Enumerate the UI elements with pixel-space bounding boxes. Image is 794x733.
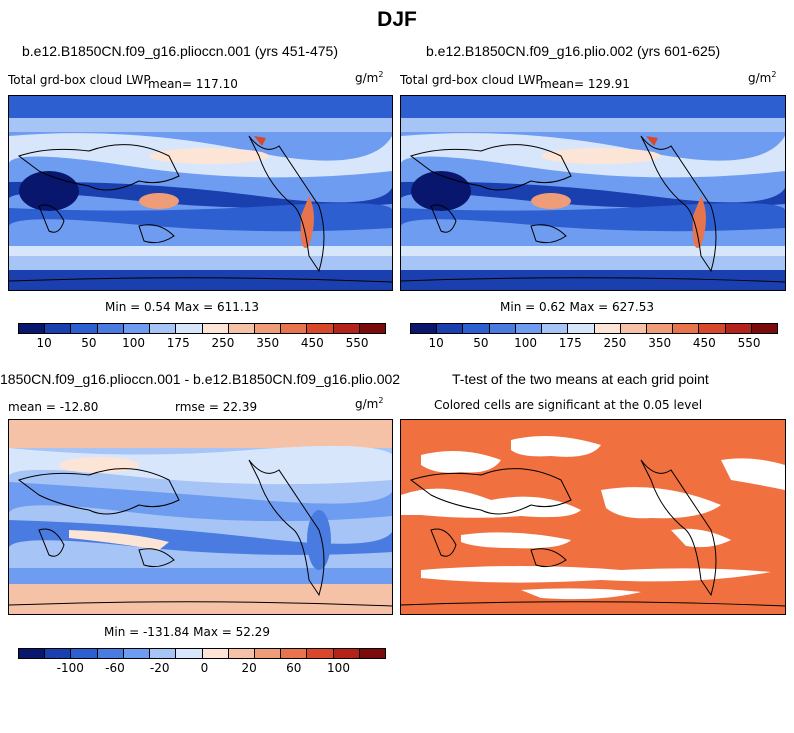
colorbar-tick-label: 550	[345, 336, 369, 350]
colorbar-top-right	[410, 323, 778, 334]
colorbar-tick-label: 250	[603, 336, 627, 350]
colorbar-tick-label: 175	[166, 336, 190, 350]
colorbar-swatch	[411, 324, 438, 333]
colorbar-swatch	[359, 324, 386, 333]
colorbar-swatch	[515, 324, 543, 333]
colorbar-swatch	[228, 649, 255, 658]
colorbar-swatch	[568, 324, 595, 333]
colorbar-tick-label: -100	[56, 661, 84, 675]
colorbar-swatch	[150, 324, 177, 333]
units-top-left: g/m2	[355, 70, 384, 85]
colorbar-swatch	[437, 324, 464, 333]
colorbar-swatch	[646, 324, 674, 333]
field-label-top-right: Total grd-box cloud LWP	[400, 73, 543, 87]
colorbar-tick-label: 350	[256, 336, 280, 350]
colorbar-tick-label: 175	[558, 336, 582, 350]
colorbar-tick-label: 60	[286, 661, 302, 675]
colorbar-tick-label: 100	[327, 661, 350, 675]
colorbar-swatch	[176, 324, 203, 333]
colorbar-swatch	[281, 649, 308, 658]
colorbar-swatch	[254, 324, 282, 333]
map-panel-top-right	[400, 95, 786, 291]
colorbar-swatch	[45, 649, 72, 658]
colorbar-bottom-left	[18, 648, 386, 659]
mean-bottom-left: mean = -12.80	[8, 400, 99, 414]
map-panel-bottom-right	[400, 419, 786, 615]
colorbar-swatch	[123, 649, 151, 658]
significance-note: Colored cells are significant at the 0.0…	[434, 398, 703, 412]
colorbar-swatch	[542, 324, 569, 333]
colorbar-swatch	[254, 649, 282, 658]
colorbar-tick-label: 250	[211, 336, 235, 350]
units-top-right: g/m2	[748, 70, 777, 85]
units-bottom-left: g/m2	[355, 396, 384, 411]
colorbar-swatch	[673, 324, 700, 333]
colorbar-tick-label: -20	[149, 661, 170, 675]
map-panel-top-left	[8, 95, 393, 291]
colorbar-tick-label: 0	[200, 661, 209, 675]
colorbar-swatch	[97, 324, 124, 333]
mean-top-right: mean= 129.91	[540, 77, 630, 91]
case-title-top-left: b.e12.B1850CN.f09_g16.plioccn.001 (yrs 4…	[22, 43, 338, 59]
colorbar-tick-label: 350	[648, 336, 672, 350]
colorbar-swatch	[359, 649, 386, 658]
lwp-map-top-left	[9, 96, 392, 290]
lwp-map-top-right	[401, 96, 785, 290]
diff-map-bottom-left	[9, 420, 392, 614]
colorbar-swatch	[228, 324, 255, 333]
colorbar-swatch	[176, 649, 203, 658]
colorbar-swatch	[97, 649, 124, 658]
colorbar-top-left	[18, 323, 386, 334]
colorbar-tick-label: 100	[122, 336, 145, 350]
ttest-map-bottom-right	[401, 420, 785, 614]
colorbar-swatch	[333, 649, 360, 658]
colorbar-swatch	[202, 324, 229, 333]
colorbar-swatch	[620, 324, 647, 333]
colorbar-swatch	[725, 324, 752, 333]
colorbar-tick-label: 450	[692, 336, 716, 350]
colorbar-swatch	[463, 324, 490, 333]
colorbar-tick-label: 10	[36, 336, 52, 350]
colorbar-swatch	[307, 324, 334, 333]
colorbar-tick-label: 450	[300, 336, 324, 350]
colorbar-tick-label: 50	[81, 336, 97, 350]
colorbar-swatch	[71, 649, 98, 658]
colorbar-swatch	[594, 324, 621, 333]
colorbar-tick-label: -60	[105, 661, 125, 675]
colorbar-swatch	[699, 324, 726, 333]
field-label-top-left: Total grd-box cloud LWP	[8, 73, 151, 87]
case-title-top-right: b.e12.B1850CN.f09_g16.plio.002 (yrs 601-…	[426, 43, 721, 59]
colorbar-swatch	[150, 649, 177, 658]
colorbar-swatch	[45, 324, 72, 333]
case-title-bottom-right: T-test of the two means at each grid poi…	[452, 371, 709, 387]
colorbar-swatch	[333, 324, 360, 333]
colorbar-swatch	[123, 324, 151, 333]
colorbar-tick-label: 100	[514, 336, 537, 350]
colorbar-swatch	[19, 649, 46, 658]
colorbar-tick-label: 20	[241, 661, 257, 675]
colorbar-swatch	[307, 649, 334, 658]
colorbar-tick-label: 50	[473, 336, 489, 350]
colorbar-tick-label: 10	[428, 336, 444, 350]
colorbar-swatch	[19, 324, 46, 333]
mean-top-left: mean= 117.10	[148, 77, 238, 91]
map-panel-bottom-left	[8, 419, 393, 615]
rmse-bottom-left: rmse = 22.39	[175, 400, 258, 414]
colorbar-swatch	[751, 324, 778, 333]
stats-top-left: Min = 0.54 Max = 611.13	[105, 300, 259, 314]
colorbar-swatch	[281, 324, 308, 333]
case-title-bottom-left: 1850CN.f09_g16.plioccn.001 - b.e12.B1850…	[0, 371, 401, 387]
colorbar-swatch	[202, 649, 229, 658]
colorbar-tick-label: 550	[737, 336, 761, 350]
colorbar-swatch	[71, 324, 98, 333]
colorbar-swatch	[489, 324, 516, 333]
stats-top-right: Min = 0.62 Max = 627.53	[500, 300, 654, 314]
figure-title: DJF	[377, 8, 417, 31]
stats-bottom-left: Min = -131.84 Max = 52.29	[104, 625, 270, 639]
